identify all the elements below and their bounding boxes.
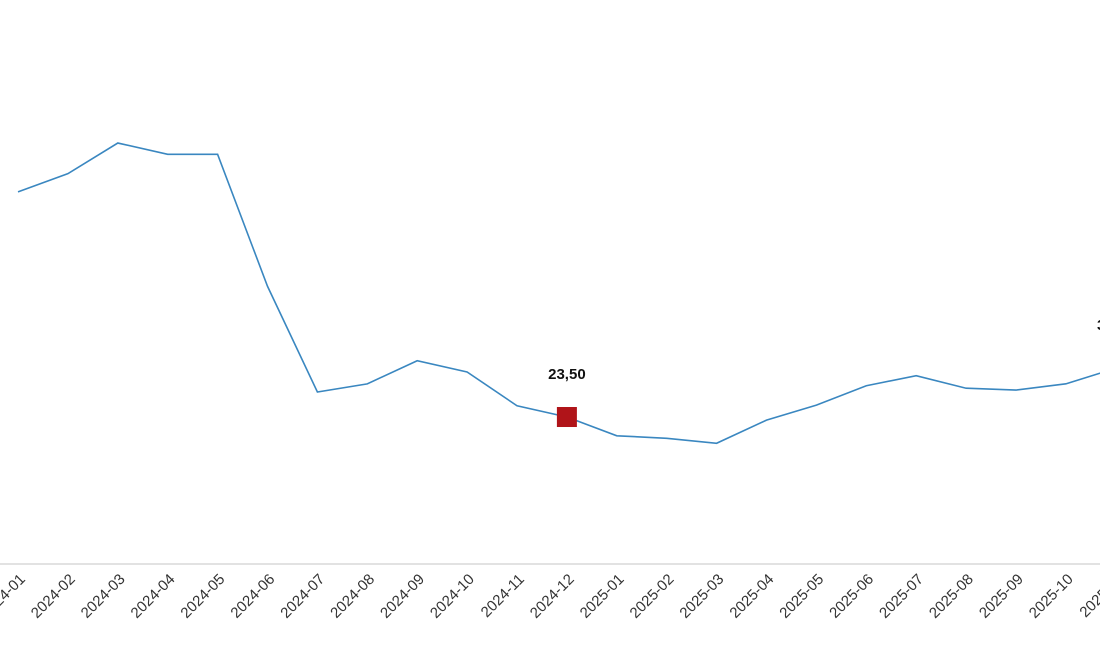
value-label: 23,50 (548, 366, 586, 383)
x-tick-label: 2024-06 (227, 571, 278, 622)
x-tick-label: 2025-11 (1076, 571, 1100, 621)
x-tick-label: 2025-10 (1026, 571, 1077, 622)
x-tick-label: 2025-03 (676, 571, 727, 622)
value-label: 31,30 (1097, 317, 1100, 334)
x-tick-label: 2024-12 (527, 571, 578, 622)
x-tick-label: 2024-05 (177, 571, 228, 622)
x-tick-label: 2025-04 (726, 571, 777, 622)
x-tick-label: 2024-08 (327, 571, 378, 622)
x-tick-label: 2025-06 (826, 571, 877, 622)
x-tick-label: 2025-07 (876, 571, 927, 622)
x-tick-label: 2025-09 (976, 571, 1027, 622)
x-tick-label: 2025-08 (926, 571, 977, 622)
line (17, 142, 1100, 445)
x-tick-label: 2024-11 (478, 571, 528, 621)
x-tick-label: 2025-01 (577, 571, 628, 622)
x-tick-label: 2025-05 (776, 571, 827, 622)
x-tick-label: 2024-07 (277, 571, 328, 622)
x-tick-label: 2024-09 (377, 571, 428, 622)
x-tick-label: 2024-03 (78, 571, 129, 622)
x-tick-label: 2024-01 (0, 571, 29, 622)
x-tick-label: 2024-10 (427, 571, 478, 622)
x-tick-label: 2025-02 (627, 571, 678, 622)
x-tick-label: 2024-04 (128, 571, 179, 622)
x-tick-label: 2024-02 (28, 571, 79, 622)
marker (556, 407, 577, 428)
